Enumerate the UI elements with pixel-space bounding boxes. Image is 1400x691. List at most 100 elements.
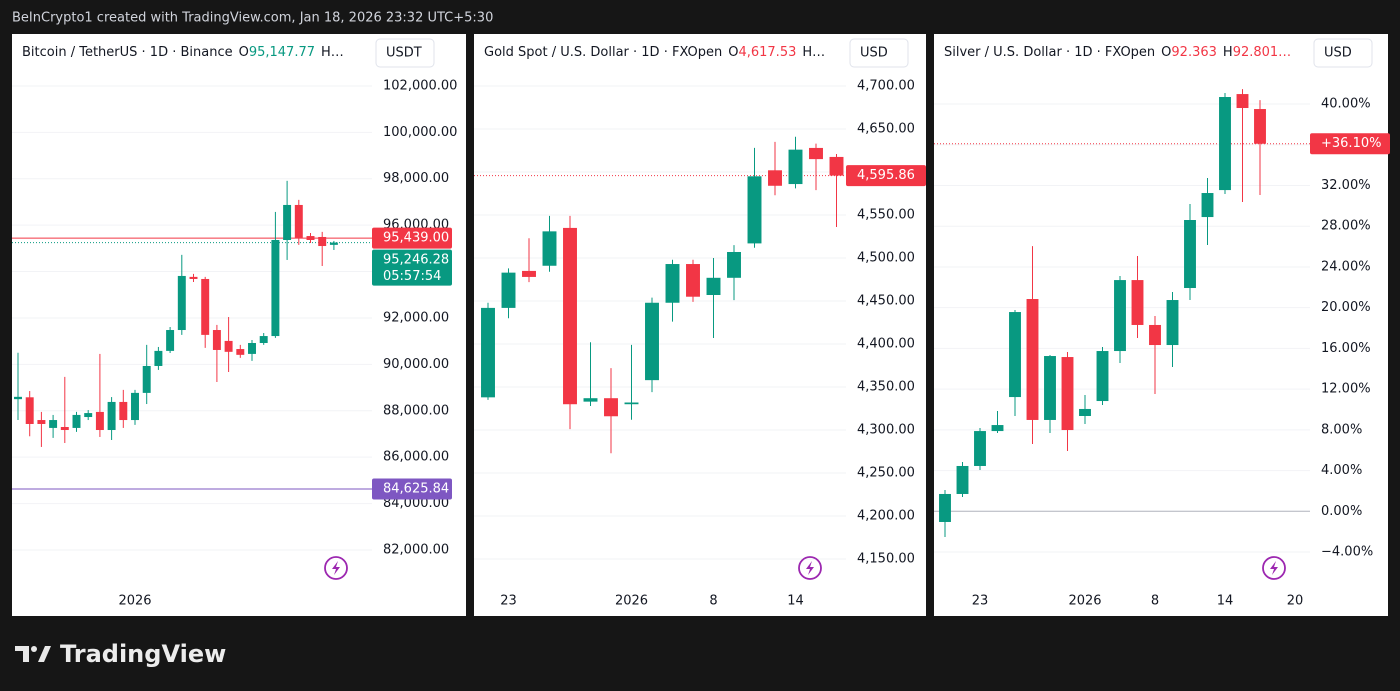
candle-body (956, 465, 969, 494)
legend-part: Bitcoin / TetherUS · 1D · Binance (22, 45, 233, 60)
candle-body (236, 349, 245, 355)
candle-body (306, 236, 315, 240)
y-tick-label: 4,700.00 (857, 79, 915, 94)
candle-body (1149, 324, 1161, 346)
candle-body (1079, 408, 1091, 416)
candle-body (747, 176, 762, 244)
y-tick-label: 4,350.00 (857, 380, 915, 395)
candle-body (329, 242, 338, 245)
candle-body (142, 365, 151, 393)
x-tick-label: 14 (787, 594, 804, 609)
y-tick-label: 84,000.00 (383, 496, 449, 511)
candle-body (189, 276, 198, 279)
price-tag-label: 4,595.86 (857, 168, 915, 183)
candle-body (974, 431, 986, 466)
y-tick-label: 0.00% (1321, 504, 1362, 519)
candle-body (1184, 220, 1196, 289)
candle-body (60, 426, 69, 431)
price-tag-label: 95,439.00 (383, 231, 449, 246)
legend-part: O (1161, 45, 1171, 60)
legend-part: 92.801… (1233, 45, 1292, 60)
candle-body (95, 411, 104, 431)
y-tick-label: 102,000.00 (383, 78, 457, 93)
y-tick-label: 28.00% (1321, 219, 1371, 234)
candle-body (991, 425, 1004, 432)
currency-box (375, 38, 435, 68)
y-tick-label: 16.00% (1321, 341, 1371, 356)
replay-icon (798, 556, 822, 580)
candle-body (119, 401, 128, 421)
x-tick-label: 8 (709, 594, 717, 609)
legend-part: H… (802, 45, 825, 60)
candle-body (1236, 94, 1249, 109)
y-tick-label: 4,150.00 (857, 552, 915, 567)
y-tick-label: 24.00% (1321, 259, 1371, 274)
candle-body (177, 275, 186, 331)
candle-body (294, 204, 303, 238)
y-tick-label: 86,000.00 (383, 450, 449, 465)
legend-part: 95,147.77 (249, 45, 315, 60)
price-tag-label: 95,246.28 (383, 253, 449, 268)
candle-body (686, 264, 700, 297)
price-tag (372, 249, 452, 286)
replay-icon (1262, 556, 1286, 580)
replay-icon (324, 556, 348, 580)
legend-part: O (239, 45, 249, 60)
candle-body (501, 272, 516, 308)
candle-body (49, 420, 58, 428)
y-tick-label: 20.00% (1321, 300, 1371, 315)
price-tag-label: 84,625.84 (383, 482, 449, 497)
tradingview-logo (15, 646, 51, 662)
currency-label: USD (1324, 46, 1352, 61)
y-tick-label: 4,300.00 (857, 423, 915, 438)
legend-part: Gold Spot / U.S. Dollar · 1D · FXOpen (484, 45, 722, 60)
candle-body (37, 420, 46, 424)
price-tag-label: +36.10% (1321, 136, 1381, 151)
x-tick-label: 23 (972, 594, 989, 609)
y-tick-label: 90,000.00 (383, 357, 449, 372)
candle-body (1201, 193, 1214, 218)
y-tick-label: 8.00% (1321, 422, 1362, 437)
y-tick-label: 98,000.00 (383, 171, 449, 186)
replay-icon-bolt (1270, 561, 1278, 575)
y-tick-label: 4,650.00 (857, 122, 915, 137)
candle-body (1219, 97, 1231, 191)
candle-body (624, 402, 639, 405)
logo-dot (31, 646, 37, 652)
candle-body (1166, 300, 1179, 346)
x-tick-label: 2026 (1068, 594, 1101, 609)
candle-body (212, 330, 221, 350)
candle-body (1131, 280, 1144, 325)
replay-icon-bolt (806, 561, 814, 575)
legend-part: H… (321, 45, 344, 60)
y-tick-label: 12.00% (1321, 382, 1371, 397)
candle-body (1026, 299, 1039, 420)
header: BeInCrypto1 created with TradingView.com… (12, 11, 493, 26)
y-tick-label: −4.00% (1321, 545, 1373, 560)
y-tick-label: 100,000.00 (383, 125, 457, 140)
candle-body (939, 493, 951, 522)
x-tick-label: 14 (1217, 594, 1234, 609)
panel-background (934, 34, 1388, 616)
x-tick-label: 2026 (615, 594, 648, 609)
price-tag (372, 227, 452, 249)
x-tick-label: 2026 (118, 594, 151, 609)
candle-body (14, 396, 22, 400)
y-tick-label: 40.00% (1321, 97, 1371, 112)
currency-label: USD (860, 46, 888, 61)
y-tick-label: 92,000.00 (383, 310, 449, 325)
candle-body (283, 204, 292, 240)
x-tick-label: 20 (1287, 594, 1304, 609)
legend-part: 4,617.53 (738, 45, 796, 60)
chart-panel: 82,000.00 84,000.00 86,000.00 88,000.00 90,0… (12, 34, 466, 616)
y-tick-label: 88,000.00 (383, 403, 449, 418)
candle-body (768, 170, 782, 186)
footer-brand: TradingView (60, 640, 226, 668)
chart-legend: Silver / U.S. Dollar · 1D · FXOpen O92.36… (944, 45, 1291, 60)
candle-body (259, 336, 268, 344)
y-tick-label: 4,250.00 (857, 466, 915, 481)
y-tick-label: 4,450.00 (857, 294, 915, 309)
y-tick-label: 82,000.00 (383, 542, 449, 557)
candle-body (809, 147, 823, 160)
